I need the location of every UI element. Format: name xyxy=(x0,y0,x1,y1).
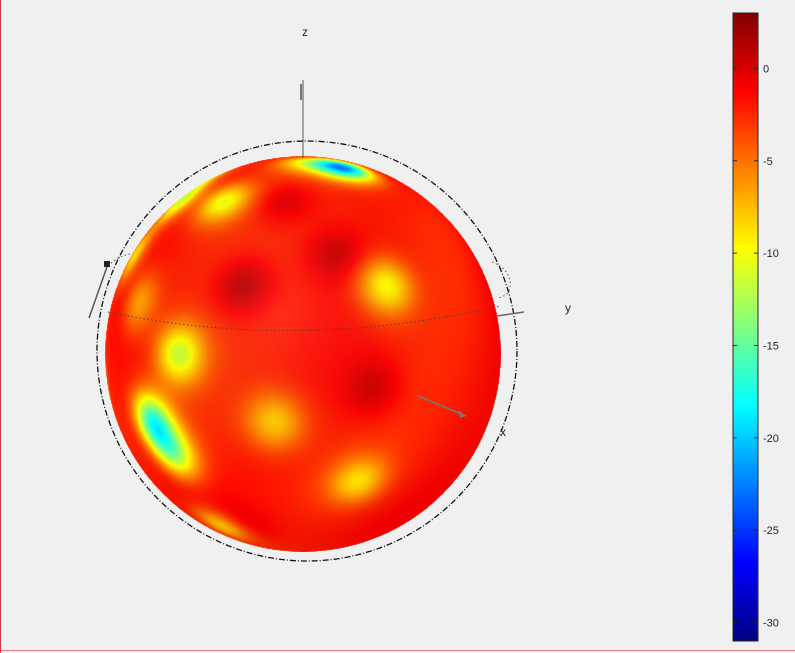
colorbar-tick-label: -5 xyxy=(763,156,773,168)
colorbar-tick-label: -30 xyxy=(763,618,779,630)
colorbar[interactable]: 0 -5 -10 -15 -20 -25 -30 xyxy=(732,12,779,642)
colorbar-tick-label: -25 xyxy=(763,525,779,537)
window-left-border xyxy=(0,0,1,653)
x-axis-arrowhead xyxy=(458,410,466,418)
equator-line xyxy=(107,305,501,332)
sphere-shading xyxy=(105,156,501,552)
left-marker-line xyxy=(88,263,109,319)
colorbar-tick-label: -20 xyxy=(763,433,779,445)
colorbar-tick-label: 0 xyxy=(763,63,769,75)
reference-circle xyxy=(96,140,518,562)
colorbar-tick-label: -10 xyxy=(763,248,779,260)
y-axis-arrow xyxy=(496,311,525,317)
left-marker-square xyxy=(104,261,110,267)
z-axis-label: z xyxy=(302,25,308,39)
window-bottom-border xyxy=(0,650,795,651)
colorbar-tick-label: -15 xyxy=(763,340,779,352)
orbit-arc-left xyxy=(107,253,131,267)
x-axis-label: x xyxy=(500,425,506,439)
colorbar-gradient xyxy=(733,13,758,641)
colorbar-frame xyxy=(732,12,759,642)
x-axis-arrow xyxy=(417,395,467,417)
y-axis-label: y xyxy=(565,301,571,315)
orbit-arc-right xyxy=(491,261,511,299)
